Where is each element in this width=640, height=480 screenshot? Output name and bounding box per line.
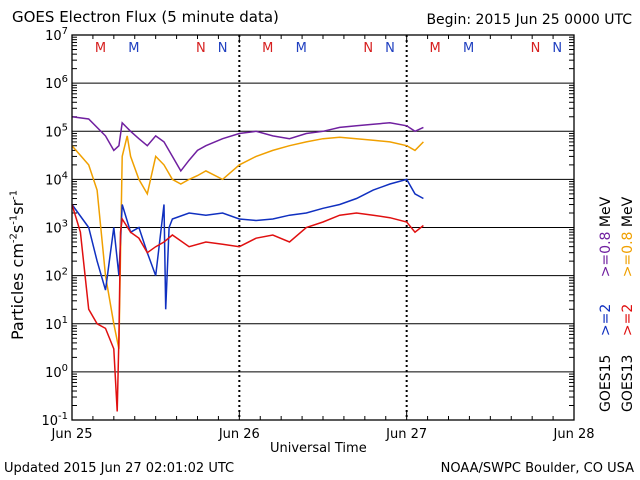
x-tick-label: Jun 26 — [218, 427, 260, 442]
local-time-marker: M — [430, 41, 441, 56]
y-tick-label: 101 — [45, 315, 68, 333]
local-time-marker: M — [296, 41, 307, 56]
legend-goes15: GOES15 >=2 >=0.8 MeV — [598, 197, 614, 412]
series-line — [71, 116, 424, 173]
local-time-marker: M — [463, 41, 474, 56]
legend-goes15-unit: MeV — [598, 196, 614, 228]
x-tick-label: Jun 25 — [51, 427, 93, 442]
local-time-marker: M — [95, 41, 106, 56]
x-tick-label: Jun 28 — [553, 427, 595, 442]
updated-timestamp: Updated 2015 Jun 27 02:01:02 UTC — [4, 461, 235, 476]
chart-title: GOES Electron Flux (5 minute data) — [12, 8, 279, 26]
y-tick-label: 106 — [45, 74, 68, 92]
plot-frame — [71, 34, 575, 421]
y-tick-label: 107 — [45, 26, 68, 44]
legend-goes13-e08: >=0.8 — [620, 231, 636, 278]
local-time-marker: N — [552, 41, 562, 56]
local-time-marker: M — [262, 41, 273, 56]
x-tick-label: Jun 27 — [385, 427, 427, 442]
y-axis-label: Particles cm-2s-1sr-1 — [8, 189, 27, 340]
local-time-marker: N — [531, 41, 541, 56]
legend-goes13-name: GOES13 — [620, 354, 636, 412]
legend-goes13: GOES13 >=2 >=0.8 MeV — [620, 197, 636, 412]
legend-goes15-e2: >=2 — [598, 303, 614, 337]
local-time-marker: N — [363, 41, 373, 56]
y-tick-label: 102 — [45, 267, 68, 285]
series-line — [71, 204, 424, 412]
y-tick-label: 105 — [45, 122, 68, 140]
series-line — [71, 178, 424, 310]
x-axis-label: Universal Time — [270, 441, 367, 456]
legend-goes13-unit: MeV — [620, 196, 636, 228]
y-tick-label: 103 — [45, 219, 68, 237]
legend-goes15-name: GOES15 — [598, 354, 614, 412]
y-tick-label: 104 — [45, 170, 68, 188]
source-credit: NOAA/SWPC Boulder, CO USA — [440, 461, 634, 476]
local-time-marker: N — [385, 41, 395, 56]
local-time-marker: N — [196, 41, 206, 56]
local-time-marker: N — [218, 41, 228, 56]
begin-timestamp: Begin: 2015 Jun 25 0000 UTC — [426, 12, 632, 28]
y-tick-label: 100 — [45, 363, 68, 381]
legend-goes13-e2: >=2 — [620, 303, 636, 337]
y-tick-label: 10-1 — [41, 411, 68, 429]
local-time-marker: M — [128, 41, 139, 56]
legend-goes15-e08: >=0.8 — [598, 231, 614, 278]
